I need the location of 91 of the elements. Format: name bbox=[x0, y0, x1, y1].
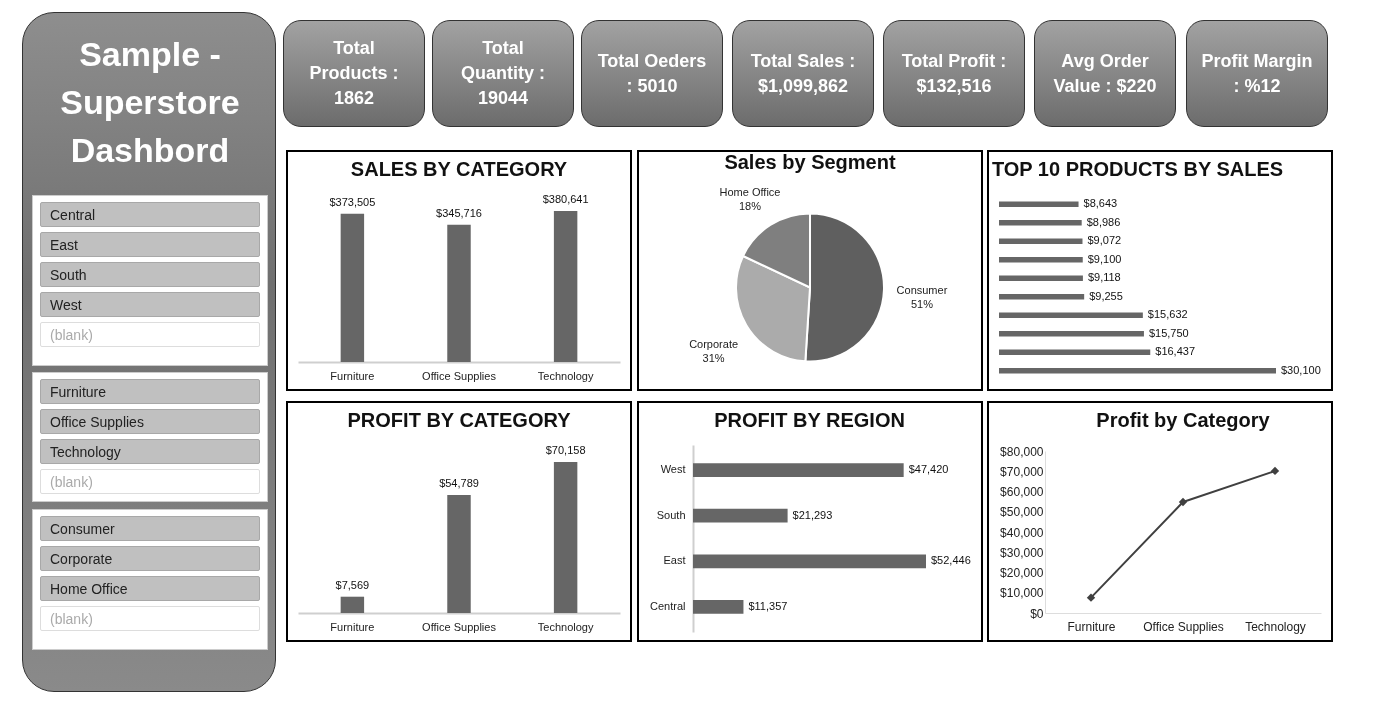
data-label: $70,158 bbox=[545, 444, 586, 456]
text: Total Oeders : 5010 bbox=[581, 20, 723, 127]
data-label: $15,632 bbox=[1147, 308, 1188, 321]
y-tick-label: $10,000 bbox=[1000, 586, 1044, 601]
text: (blank) bbox=[40, 469, 260, 494]
text: Total Quantity : 19044 bbox=[432, 20, 574, 127]
data-label: $11,357 bbox=[748, 599, 788, 612]
text: East bbox=[40, 232, 260, 257]
text: Consumer bbox=[40, 516, 260, 541]
data-label: $54,789 bbox=[439, 477, 479, 490]
y-tick-label: West bbox=[660, 463, 686, 476]
x-tick-label: Office Supplies bbox=[1143, 619, 1224, 634]
bar bbox=[999, 238, 1083, 244]
x-tick-label: Technology bbox=[537, 369, 594, 382]
data-label: $373,505 bbox=[329, 195, 376, 208]
bar bbox=[693, 463, 904, 477]
data-label: $7,569 bbox=[335, 578, 370, 591]
point bbox=[1086, 593, 1096, 602]
y-tick-label: $30,000 bbox=[1000, 545, 1044, 560]
data-label: $9,100 bbox=[1087, 252, 1122, 265]
text: Corporate bbox=[40, 546, 260, 571]
data-label: 51% bbox=[910, 298, 934, 311]
text: Total Profit : $132,516 bbox=[883, 20, 1025, 127]
text: Total Products : 1862 bbox=[283, 20, 425, 127]
data-label: $9,255 bbox=[1089, 289, 1123, 302]
x-tick-label: Office Supplies bbox=[422, 620, 497, 633]
slice-label: Consumer bbox=[896, 284, 948, 297]
y-tick-label: East bbox=[663, 554, 686, 567]
text: South bbox=[40, 262, 260, 287]
bar bbox=[999, 368, 1276, 374]
data-label: $9,118 bbox=[1087, 271, 1121, 284]
x-tick-label: Office Supplies bbox=[422, 369, 497, 382]
data-label: $8,986 bbox=[1086, 215, 1121, 228]
data-label: $16,437 bbox=[1155, 345, 1196, 358]
text: Office Supplies bbox=[40, 409, 260, 434]
data-label: $30,100 bbox=[1281, 363, 1321, 376]
text: Sample - Superstore Dashbord bbox=[59, 34, 241, 171]
y-tick-label: $20,000 bbox=[1000, 566, 1044, 580]
bar bbox=[999, 349, 1151, 356]
bar bbox=[693, 600, 744, 614]
chart-title: Sales by Segment bbox=[724, 150, 896, 173]
x-tick-label: Furniture bbox=[330, 369, 375, 382]
y-tick-label: $70,000 bbox=[1000, 464, 1044, 479]
bar bbox=[999, 312, 1143, 319]
bar bbox=[693, 508, 788, 523]
chart-title: TOP 10 PRODUCTS BY SALES bbox=[991, 158, 1284, 180]
slice-label: Home Office bbox=[719, 185, 781, 198]
y-tick-label: $40,000 bbox=[1000, 525, 1044, 540]
data-label: 18% bbox=[738, 199, 762, 212]
bar bbox=[693, 554, 926, 569]
data-label: $380,641 bbox=[542, 193, 589, 205]
x-tick-label: Technology bbox=[1245, 619, 1306, 634]
bar bbox=[999, 293, 1085, 300]
text: Technology bbox=[40, 439, 260, 464]
y-tick-label: Central bbox=[650, 599, 686, 612]
y-tick-label: South bbox=[656, 508, 686, 521]
data-label: $345,716 bbox=[436, 206, 482, 219]
x-tick-label: Technology bbox=[537, 620, 594, 633]
text: (blank) bbox=[40, 322, 260, 347]
bar bbox=[999, 256, 1083, 263]
data-label: 31% bbox=[702, 351, 725, 364]
y-tick-label: $50,000 bbox=[1000, 505, 1044, 520]
point bbox=[1270, 466, 1280, 476]
data-label: $52,446 bbox=[931, 554, 971, 567]
chart-title: Profit by Category bbox=[1096, 409, 1271, 431]
bar bbox=[999, 219, 1082, 226]
text: Central bbox=[40, 202, 260, 227]
chart-title: PROFIT BY REGION bbox=[714, 409, 905, 431]
bar bbox=[999, 201, 1079, 207]
text: Profit Margin : %12 bbox=[1186, 20, 1328, 127]
text: Home Office bbox=[40, 576, 260, 601]
text: (blank) bbox=[40, 606, 260, 631]
bar bbox=[999, 331, 1144, 337]
data-label: $21,293 bbox=[792, 508, 833, 521]
chart-title: SALES BY CATEGORY bbox=[350, 158, 568, 180]
slice-label: Corporate bbox=[689, 337, 739, 350]
data-label: $47,420 bbox=[908, 463, 949, 476]
data-label: $9,072 bbox=[1087, 234, 1122, 247]
point bbox=[1178, 497, 1188, 507]
y-tick-label: $60,000 bbox=[1000, 485, 1044, 499]
text: Avg Order Value : $220 bbox=[1034, 20, 1176, 127]
x-tick-label: Furniture bbox=[1067, 619, 1116, 634]
data-label: $15,750 bbox=[1148, 326, 1189, 339]
bar bbox=[999, 275, 1083, 282]
y-tick-label: $80,000 bbox=[1000, 444, 1044, 459]
data-label: $8,643 bbox=[1083, 197, 1118, 210]
text: West bbox=[40, 292, 260, 317]
y-tick-label: $0 bbox=[1030, 606, 1044, 621]
chart-title: PROFIT BY CATEGORY bbox=[347, 409, 572, 431]
text: Total Sales : $1,099,862 bbox=[732, 20, 874, 127]
x-tick-label: Furniture bbox=[330, 620, 375, 633]
